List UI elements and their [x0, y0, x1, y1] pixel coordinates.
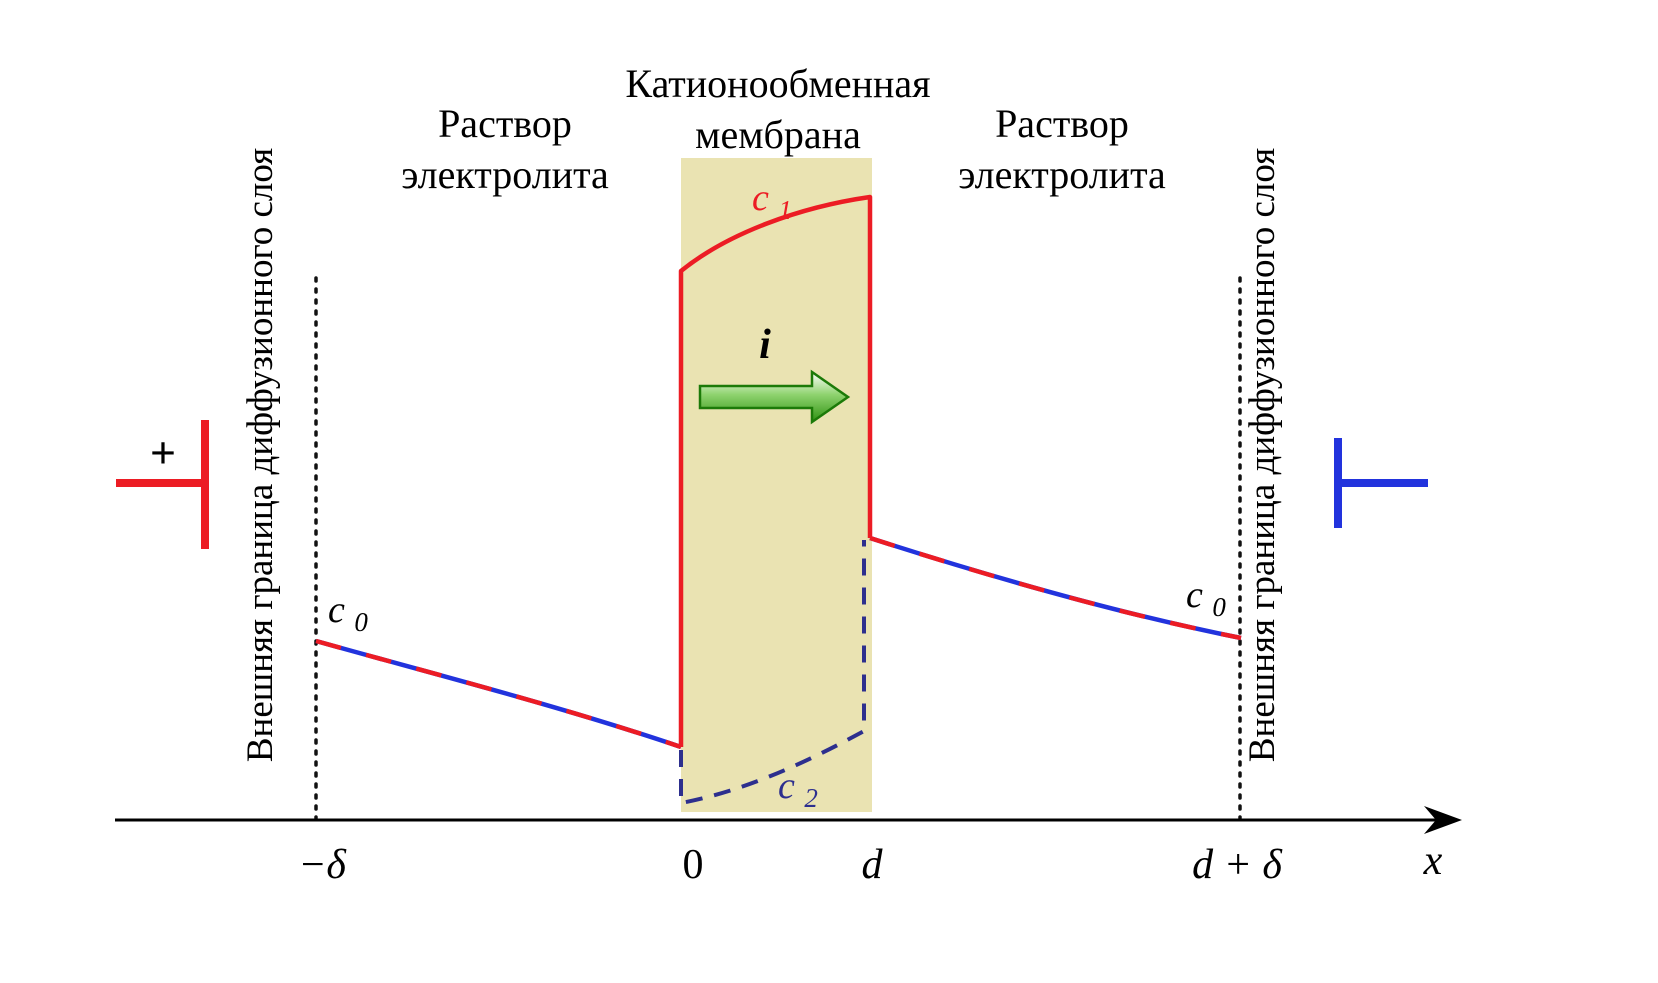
- c2-label: c 2: [778, 765, 818, 813]
- current-arrow-icon: [698, 369, 851, 425]
- axis-x-label: x: [1423, 838, 1443, 884]
- current-arrow: i: [698, 322, 851, 425]
- c0-left-base: c: [328, 589, 345, 631]
- cathode-electrode: [1334, 438, 1428, 528]
- tick-d-plus-delta: d + δ: [1192, 842, 1283, 888]
- solution-left-title-line2: электролита: [401, 152, 609, 197]
- membrane-title-line2: мембрана: [695, 112, 861, 157]
- solution-left-title-line1: Раствор: [438, 101, 572, 146]
- left-profile-red-dashes: [315, 638, 682, 750]
- c0-right-base: c: [1186, 574, 1203, 616]
- x-axis: [115, 806, 1462, 834]
- c0-left-sub: 0: [354, 607, 368, 637]
- membrane-region: [681, 158, 872, 812]
- c1-membrane-curve: [678, 194, 873, 747]
- tick-zero: 0: [683, 842, 704, 888]
- concentration-curve-left: [315, 638, 682, 750]
- membrane-title-line1: Катионообменная: [625, 61, 930, 106]
- membrane-rect: [681, 158, 872, 812]
- tick-minus-delta: −δ: [298, 842, 347, 888]
- header-solution-left: Раствор электролита: [401, 101, 609, 197]
- c2-sub: 2: [804, 783, 818, 813]
- header-solution-right: Раствор электролита: [958, 101, 1166, 197]
- c0-right-label: c 0: [1186, 574, 1226, 622]
- c1-sub: 1: [778, 195, 792, 225]
- axis-tick-labels: −δ 0 d d + δ x: [298, 838, 1443, 888]
- right-profile-red-dashes: [869, 535, 1242, 641]
- concentration-curve-right: [869, 535, 1242, 641]
- header-membrane: Катионообменная мембрана: [625, 61, 930, 157]
- solution-right-title-line2: электролита: [958, 152, 1166, 197]
- anode-plus-sign: +: [150, 427, 176, 478]
- c1-label: c 1: [752, 177, 792, 225]
- boundary-label-left: Внешняя граница диффузионного слоя: [240, 148, 281, 762]
- current-label: i: [759, 322, 771, 368]
- boundary-label-right: Внешняя граница диффузионного слоя: [1242, 148, 1283, 762]
- axis-arrowhead-icon: [1424, 806, 1462, 834]
- c0-right-sub: 0: [1212, 592, 1226, 622]
- c2-membrane-curve: [679, 540, 866, 806]
- c0-left-label: c 0: [328, 589, 368, 637]
- anode-electrode: +: [116, 420, 209, 549]
- solution-right-title-line1: Раствор: [995, 101, 1129, 146]
- tick-d: d: [862, 842, 884, 888]
- c1-base: c: [752, 177, 769, 219]
- c2-base: c: [778, 765, 795, 807]
